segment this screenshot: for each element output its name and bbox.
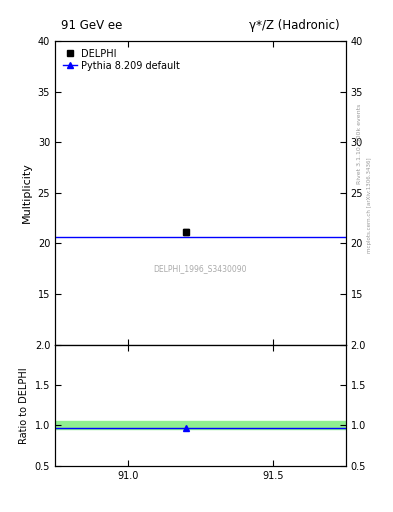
Text: DELPHI_1996_S3430090: DELPHI_1996_S3430090	[154, 264, 247, 273]
Y-axis label: Multiplicity: Multiplicity	[22, 162, 32, 223]
Text: 91 GeV ee: 91 GeV ee	[61, 19, 122, 32]
Y-axis label: Ratio to DELPHI: Ratio to DELPHI	[19, 367, 29, 443]
Legend: DELPHI, Pythia 8.209 default: DELPHI, Pythia 8.209 default	[60, 46, 183, 74]
Text: Rivet 3.1.10, 500k events: Rivet 3.1.10, 500k events	[357, 103, 362, 183]
Text: γ*/Z (Hadronic): γ*/Z (Hadronic)	[250, 19, 340, 32]
Bar	[55, 421, 346, 430]
Text: mcplots.cern.ch [arXiv:1306.3436]: mcplots.cern.ch [arXiv:1306.3436]	[367, 157, 372, 252]
